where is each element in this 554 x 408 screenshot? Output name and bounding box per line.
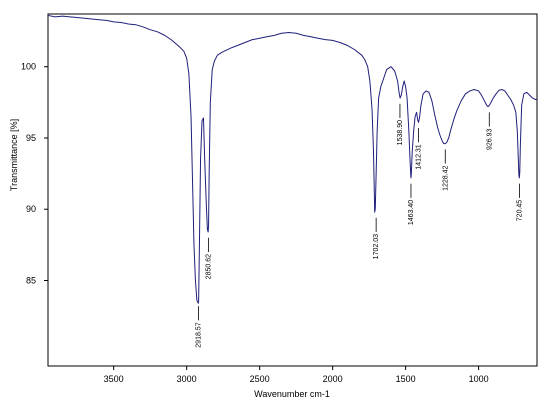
peak-annotations: 2918.57 2850.62 1702.03 1538.90 1463.40 1412.… (196, 103, 523, 348)
x-tick-label: 1500 (396, 374, 416, 384)
x-axis-ticks: 3500 3000 2500 2000 1500 1000 (104, 366, 489, 384)
x-tick-label: 2500 (250, 374, 270, 384)
plot-area-frame (47, 13, 538, 367)
peak-label: 2850.62 (206, 254, 213, 279)
y-axis-ticks: 100 95 90 85 (21, 62, 48, 285)
peak-label: 1702.03 (373, 234, 380, 259)
peak-label: 1228.42 (442, 166, 449, 191)
y-tick-label: 95 (26, 133, 36, 143)
peak-label: 1412.31 (415, 144, 422, 169)
x-tick-label: 1000 (469, 374, 489, 384)
y-tick-label: 100 (21, 62, 36, 72)
peak-label: 2918.57 (196, 322, 203, 347)
x-tick-label: 2000 (323, 374, 343, 384)
y-tick-label: 85 (26, 275, 36, 285)
series-layer (47, 14, 537, 304)
x-tick-label: 3000 (177, 374, 197, 384)
peak-label: 1538.90 (397, 120, 404, 145)
peak-label: 1463.40 (408, 200, 415, 225)
x-tick-label: 3500 (104, 374, 124, 384)
spectrum-line (47, 14, 537, 304)
peak-label: 926.93 (486, 129, 493, 151)
x-axis-title: Wavenumber cm-1 (254, 389, 330, 399)
y-axis-title: Transmittance [%] (9, 119, 19, 191)
peak-label: 720.45 (516, 200, 523, 222)
y-tick-label: 90 (26, 204, 36, 214)
